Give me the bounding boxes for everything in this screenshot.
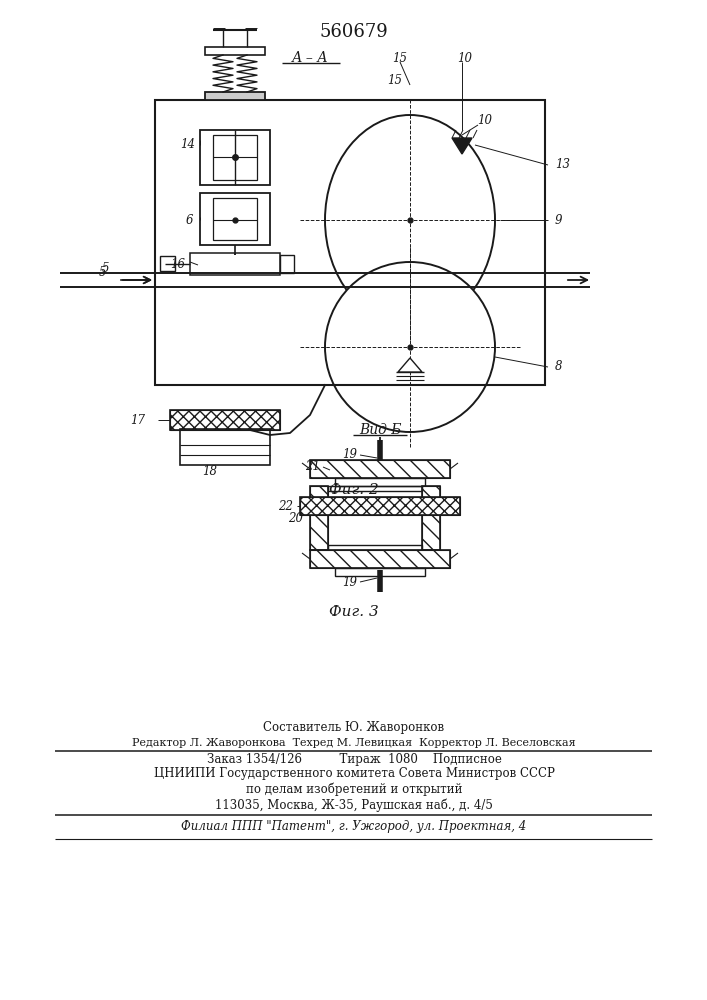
- Ellipse shape: [325, 115, 495, 325]
- Polygon shape: [398, 358, 422, 372]
- Text: А – А: А – А: [291, 51, 328, 65]
- Text: 13: 13: [555, 158, 570, 172]
- Bar: [310, 550, 450, 568]
- Bar: [280, 255, 294, 273]
- Bar: [170, 410, 280, 430]
- Text: 560679: 560679: [320, 23, 388, 41]
- Text: Составитель Ю. Жаворонков: Составитель Ю. Жаворонков: [264, 720, 445, 734]
- Text: 15: 15: [387, 74, 402, 87]
- Text: ЦНИИПИ Государственного комитета Совета Министров СССР: ЦНИИПИ Государственного комитета Совета …: [153, 767, 554, 780]
- Bar: [422, 486, 440, 550]
- Bar: [205, 47, 265, 55]
- Text: 21: 21: [305, 460, 320, 474]
- Text: 14: 14: [180, 138, 195, 151]
- Bar: [180, 429, 270, 465]
- Text: Вид Б: Вид Б: [358, 423, 402, 437]
- Bar: [300, 497, 460, 515]
- Bar: [422, 486, 440, 550]
- Bar: [310, 460, 450, 478]
- Bar: [213, 135, 257, 180]
- Bar: [160, 256, 175, 271]
- Text: 10: 10: [477, 113, 493, 126]
- Text: 5: 5: [98, 265, 106, 278]
- Bar: [200, 130, 270, 185]
- Text: по делам изобретений и открытий: по делам изобретений и открытий: [246, 783, 462, 796]
- Bar: [205, 92, 265, 100]
- Text: Фиг. 3: Фиг. 3: [329, 605, 379, 619]
- Text: 20: 20: [288, 512, 303, 524]
- Bar: [300, 497, 460, 515]
- Text: 6: 6: [185, 214, 193, 227]
- Bar: [170, 410, 280, 430]
- Bar: [310, 550, 450, 568]
- Bar: [310, 486, 328, 550]
- Text: 10: 10: [457, 51, 472, 64]
- Text: 17: 17: [130, 414, 145, 426]
- Text: 9: 9: [555, 214, 563, 227]
- Bar: [190, 253, 280, 275]
- Text: Фиг. 2: Фиг. 2: [329, 483, 379, 497]
- Text: 15: 15: [392, 51, 407, 64]
- Bar: [155, 100, 545, 385]
- Ellipse shape: [325, 262, 495, 432]
- Text: 18: 18: [202, 465, 218, 478]
- Bar: [200, 193, 270, 245]
- Text: 5: 5: [101, 261, 109, 274]
- Text: 113035, Москва, Ж-35, Раушская наб., д. 4/5: 113035, Москва, Ж-35, Раушская наб., д. …: [215, 799, 493, 812]
- Polygon shape: [452, 138, 472, 154]
- Text: 16: 16: [170, 258, 185, 271]
- Text: Редактор Л. Жаворонкова  Техред М. Левицкая  Корректор Л. Веселовская: Редактор Л. Жаворонкова Техред М. Левицк…: [132, 738, 575, 748]
- Bar: [213, 198, 257, 240]
- Text: 22: 22: [278, 499, 293, 512]
- Text: 19: 19: [342, 576, 357, 588]
- Text: 19: 19: [342, 448, 357, 462]
- Bar: [335, 568, 425, 576]
- Bar: [310, 460, 450, 478]
- Text: Филиал ППП "Патент", г. Ужгород, ул. Проектная, 4: Филиал ППП "Патент", г. Ужгород, ул. Про…: [182, 820, 527, 833]
- Bar: [328, 545, 422, 550]
- Bar: [335, 478, 425, 486]
- Bar: [328, 486, 422, 491]
- Text: Заказ 1354/126          Тираж  1080    Подписное: Заказ 1354/126 Тираж 1080 Подписное: [206, 752, 501, 766]
- Bar: [310, 486, 328, 550]
- Text: 8: 8: [555, 360, 563, 373]
